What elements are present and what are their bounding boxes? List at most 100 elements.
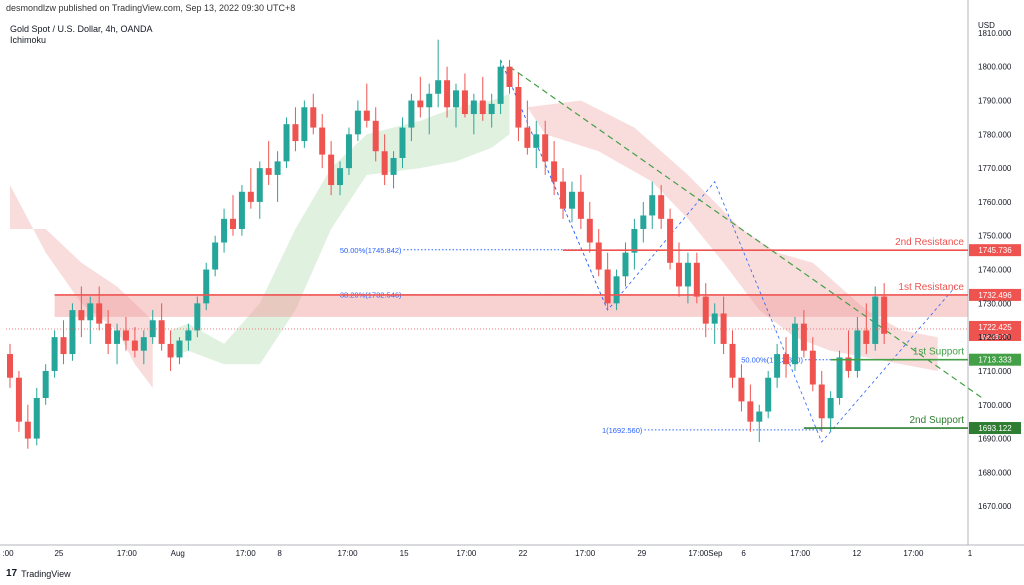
candle-body[interactable]	[274, 161, 281, 175]
candle-body[interactable]	[60, 337, 67, 355]
candle-body[interactable]	[845, 357, 852, 371]
candle-body[interactable]	[167, 343, 174, 358]
candle-body[interactable]	[560, 181, 567, 209]
candle-body[interactable]	[381, 151, 388, 175]
candle-body[interactable]	[836, 357, 843, 399]
candle-body[interactable]	[818, 384, 825, 419]
candle-body[interactable]	[131, 340, 138, 351]
candle-body[interactable]	[453, 90, 459, 108]
candle-body[interactable]	[114, 330, 121, 344]
candle-body[interactable]	[283, 124, 290, 162]
candle-body[interactable]	[203, 269, 210, 304]
candle-body[interactable]	[881, 296, 888, 334]
candle-body[interactable]	[185, 330, 192, 341]
candle-body[interactable]	[497, 66, 504, 104]
candle-body[interactable]	[613, 276, 620, 304]
candle-body[interactable]	[69, 310, 76, 355]
candle-body[interactable]	[319, 127, 326, 155]
symbol-title[interactable]: Gold Spot / U.S. Dollar, 4h, OANDA	[10, 24, 153, 34]
candle-body[interactable]	[774, 354, 781, 378]
candle-body[interactable]	[488, 103, 495, 115]
candle-body[interactable]	[7, 354, 13, 378]
candle-body[interactable]	[524, 127, 531, 148]
candle-body[interactable]	[417, 100, 424, 108]
candle-body[interactable]	[230, 218, 236, 229]
candle-body[interactable]	[221, 218, 228, 243]
candle-body[interactable]	[783, 354, 790, 365]
candle-body[interactable]	[426, 93, 433, 108]
candle-body[interactable]	[372, 120, 379, 152]
candle-body[interactable]	[87, 303, 94, 321]
candle-body[interactable]	[265, 168, 272, 175]
candle-body[interactable]	[872, 296, 879, 344]
candle-body[interactable]	[649, 195, 656, 216]
candle-body[interactable]	[470, 100, 477, 115]
candle-body[interactable]	[140, 337, 147, 351]
candle-body[interactable]	[542, 134, 549, 162]
candle-body[interactable]	[809, 350, 816, 385]
candle-body[interactable]	[363, 110, 370, 121]
candle-body[interactable]	[337, 168, 344, 186]
candle-body[interactable]	[854, 330, 861, 371]
candle-body[interactable]	[479, 100, 486, 115]
candle-body[interactable]	[176, 340, 183, 358]
candle-body[interactable]	[756, 411, 763, 422]
candle-body[interactable]	[863, 330, 870, 344]
candle-body[interactable]	[256, 168, 263, 202]
candle-body[interactable]	[747, 401, 754, 422]
candle-body[interactable]	[738, 377, 745, 402]
candle-body[interactable]	[24, 421, 31, 439]
candle-body[interactable]	[729, 343, 736, 378]
candle-body[interactable]	[622, 252, 629, 277]
candle-body[interactable]	[791, 323, 798, 365]
candle-body[interactable]	[122, 330, 129, 341]
candle-body[interactable]	[408, 100, 415, 128]
candle-body[interactable]	[515, 86, 522, 128]
candle-body[interactable]	[533, 134, 540, 148]
candle-body[interactable]	[354, 110, 361, 135]
candle-body[interactable]	[568, 191, 575, 209]
candle-body[interactable]	[105, 323, 112, 344]
candle-body[interactable]	[551, 161, 558, 182]
candle-body[interactable]	[506, 66, 513, 87]
candle-body[interactable]	[345, 134, 352, 169]
candle-body[interactable]	[96, 303, 103, 324]
candle-body[interactable]	[765, 377, 772, 412]
candle-body[interactable]	[827, 398, 834, 419]
candle-body[interactable]	[158, 320, 165, 344]
candle-body[interactable]	[149, 320, 156, 338]
candle-body[interactable]	[33, 398, 40, 439]
candle-body[interactable]	[631, 228, 638, 253]
candle-body[interactable]	[301, 107, 308, 142]
candle-body[interactable]	[711, 313, 718, 324]
candle-body[interactable]	[328, 154, 335, 186]
candle-body[interactable]	[604, 269, 611, 304]
candle-body[interactable]	[194, 303, 201, 331]
candle-body[interactable]	[595, 242, 602, 270]
candle-body[interactable]	[78, 310, 85, 321]
candle-body[interactable]	[658, 195, 665, 219]
candle-body[interactable]	[461, 90, 468, 115]
candle-body[interactable]	[435, 80, 442, 94]
candle-body[interactable]	[684, 262, 691, 287]
indicator-label[interactable]: Ichimoku	[10, 35, 47, 45]
candle-body[interactable]	[390, 157, 397, 175]
candle-body[interactable]	[310, 107, 317, 128]
candle-body[interactable]	[676, 262, 682, 287]
candle-body[interactable]	[444, 80, 451, 108]
candle-body[interactable]	[238, 191, 245, 229]
candle-body[interactable]	[292, 124, 299, 142]
candle-body[interactable]	[399, 127, 406, 158]
candle-body[interactable]	[586, 218, 593, 243]
candle-body[interactable]	[577, 191, 584, 219]
candle-body[interactable]	[51, 337, 58, 371]
candle-body[interactable]	[693, 262, 700, 297]
candle-body[interactable]	[640, 215, 647, 229]
candle-body[interactable]	[702, 296, 709, 324]
candle-body[interactable]	[212, 242, 219, 270]
candle-body[interactable]	[15, 377, 22, 422]
candle-body[interactable]	[247, 191, 254, 202]
candle-body[interactable]	[42, 370, 49, 399]
candle-body[interactable]	[800, 323, 807, 351]
